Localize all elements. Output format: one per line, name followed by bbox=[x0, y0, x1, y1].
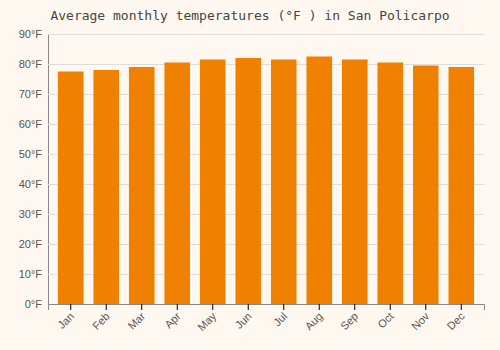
y-axis: 0°F 10°F 20°F 30°F 40°F 50°F 60°F 70°F 80°F 90°F bbox=[19, 28, 484, 310]
y-tick-label: 20°F bbox=[19, 238, 43, 250]
x-tick: Jul bbox=[271, 304, 289, 328]
x-tick: Dec bbox=[445, 304, 468, 332]
x-tick-line bbox=[461, 304, 462, 310]
bars bbox=[58, 57, 474, 305]
x-tick-line bbox=[425, 304, 426, 310]
x-tick-line bbox=[354, 304, 355, 310]
x-tick: Feb bbox=[90, 304, 112, 332]
x-tick-line bbox=[390, 304, 391, 310]
x-tick: May bbox=[195, 304, 219, 333]
x-tick-line bbox=[70, 304, 71, 310]
bar bbox=[271, 60, 297, 305]
x-tick: Mar bbox=[125, 304, 147, 332]
x-tick-label: May bbox=[195, 310, 219, 334]
x-tick-label: Mar bbox=[125, 310, 147, 332]
y-tick: 90°F bbox=[19, 28, 484, 40]
x-tick-label: Jul bbox=[271, 310, 289, 328]
bar bbox=[342, 60, 368, 305]
x-tick: Oct bbox=[375, 304, 396, 330]
x-tick-label: Jan bbox=[55, 310, 76, 331]
x-tick: Sep bbox=[338, 304, 360, 332]
x-tick-label: Oct bbox=[375, 310, 396, 331]
y-tick-label: 90°F bbox=[19, 28, 43, 40]
bar bbox=[93, 70, 119, 304]
bar bbox=[235, 58, 261, 304]
bar bbox=[164, 63, 190, 305]
x-tick: Nov bbox=[409, 304, 432, 332]
x-tick-line bbox=[212, 304, 213, 310]
y-tick-label: 50°F bbox=[19, 148, 43, 160]
x-tick: Aug bbox=[302, 304, 324, 332]
bar bbox=[413, 66, 439, 305]
x-tick-label: Feb bbox=[90, 310, 112, 332]
y-tick-label: 80°F bbox=[19, 58, 43, 70]
x-tick-label: Jun bbox=[233, 310, 254, 331]
y-tick-label: 10°F bbox=[19, 268, 43, 280]
x-tick-label: Apr bbox=[162, 310, 183, 331]
y-tick-label: 60°F bbox=[19, 118, 43, 130]
x-tick-label: Dec bbox=[445, 310, 468, 333]
grid-line bbox=[48, 34, 484, 35]
y-axis-line bbox=[49, 35, 485, 305]
x-tick-line bbox=[319, 304, 320, 310]
bar bbox=[58, 72, 84, 305]
y-tick-label: 70°F bbox=[19, 88, 43, 100]
x-tick-label: Sep bbox=[338, 310, 360, 332]
bar bbox=[448, 67, 474, 304]
chart-container: 0°F 10°F 20°F 30°F 40°F 50°F 60°F 70°F 80°F 90°F J… bbox=[0, 0, 500, 350]
x-axis-line bbox=[49, 305, 485, 311]
x-axis: Jan Feb Mar Apr May Jun Jul Aug Sep Oct Nov Dec bbox=[49, 304, 485, 333]
chart-title: Average monthly temperatures (°F ) in Sa… bbox=[50, 8, 449, 23]
bar bbox=[129, 67, 155, 304]
x-tick: Jan bbox=[55, 304, 76, 331]
bar bbox=[377, 63, 403, 305]
x-tick-label: Aug bbox=[302, 310, 324, 332]
y-tick-label: 30°F bbox=[19, 208, 43, 220]
x-tick-line bbox=[106, 304, 107, 310]
x-tick-line bbox=[283, 304, 284, 310]
grid-line bbox=[48, 64, 484, 65]
plot-area: 0°F 10°F 20°F 30°F 40°F 50°F 60°F 70°F 80°F 90°F J… bbox=[19, 28, 485, 333]
x-tick-line bbox=[177, 304, 178, 310]
x-tick-line bbox=[141, 304, 142, 310]
y-tick-label: 40°F bbox=[19, 178, 43, 190]
x-tick: Jun bbox=[233, 304, 254, 331]
bar bbox=[200, 60, 226, 305]
x-tick: Apr bbox=[162, 304, 183, 330]
x-tick-label: Nov bbox=[409, 310, 432, 333]
chart-svg: 0°F 10°F 20°F 30°F 40°F 50°F 60°F 70°F 80°F 90°F J… bbox=[0, 0, 500, 350]
bar bbox=[306, 57, 332, 305]
x-tick-line bbox=[248, 304, 249, 310]
y-tick-label: 0°F bbox=[25, 298, 43, 310]
